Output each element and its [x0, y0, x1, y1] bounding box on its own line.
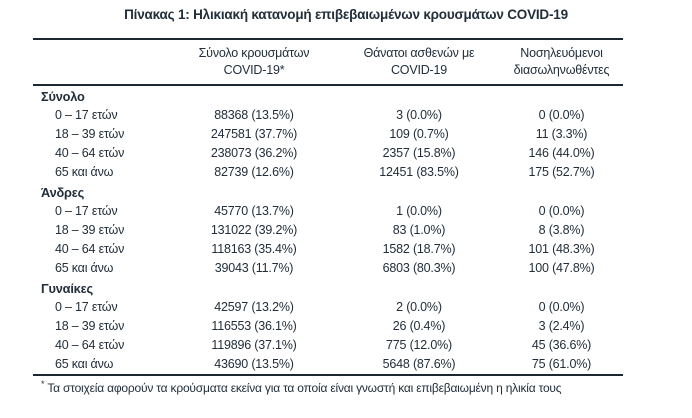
header-total-cases: Σύνολο κρουσμάτων COVID-19*	[170, 45, 338, 79]
section-header: Σύνολο	[41, 89, 85, 104]
intubated-cell: 0 (0.0%)	[538, 108, 585, 122]
covid-age-table: Σύνολο κρουσμάτων COVID-19* Θάνατοι ασθε…	[33, 38, 623, 376]
table-row: 65 και άνω 43690 (13.5%) 5648 (87.6%) 75 (6…	[33, 355, 623, 374]
table-row: 18 – 39 ετών 131022 (39.2%) 83 (1.0%) 8 (3.…	[33, 221, 623, 240]
header-deaths: Θάνατοι ασθενών με COVID-19	[338, 45, 500, 79]
total-cases-cell: 119896 (37.1%)	[211, 338, 297, 352]
age-group-label: 65 και άνω	[55, 261, 114, 275]
total-cases-cell: 88368 (13.5%)	[214, 108, 294, 122]
total-cases-cell: 238073 (36.2%)	[210, 146, 298, 160]
intubated-cell: 101 (48.3%)	[528, 242, 595, 256]
header-intubated: Νοσηλευόμενοι διασωληνωθέντες	[500, 45, 623, 79]
header-intubated-line2: διασωληνωθέντες	[513, 63, 610, 77]
deaths-cell: 12451 (83.5%)	[379, 165, 459, 179]
footnote-text: Τα στοιχεία αφορούν τα κρούσματα εκείνα …	[47, 381, 562, 395]
intubated-cell: 175 (52.7%)	[528, 165, 595, 179]
total-cases-cell: 42597 (13.2%)	[214, 300, 294, 314]
table-row: 0 – 17 ετών 45770 (13.7%) 1 (0.0%) 0 (0.0%)	[33, 202, 623, 221]
header-deaths-line2: COVID-19	[390, 63, 448, 77]
deaths-cell: 1582 (18.7%)	[382, 242, 456, 256]
intubated-cell: 11 (3.3%)	[535, 127, 588, 141]
deaths-cell: 2 (0.0%)	[396, 300, 442, 314]
deaths-cell: 83 (1.0%)	[392, 223, 446, 237]
total-cases-cell: 116553 (36.1%)	[211, 319, 297, 333]
header-total-cases-line2: COVID-19*	[223, 63, 285, 77]
age-group-label: 18 – 39 ετών	[55, 319, 125, 333]
table-row: 40 – 64 ετών 118163 (35.4%) 1582 (18.7%) 10…	[33, 240, 623, 259]
age-group-label: 18 – 39 ετών	[55, 127, 125, 141]
table-row: 18 – 39 ετών 116553 (36.1%) 26 (0.4%) 3 (2.…	[33, 317, 623, 336]
table-row: 18 – 39 ετών 247581 (37.7%) 109 (0.7%) 11 (…	[33, 125, 623, 144]
table-row: 0 – 17 ετών 42597 (13.2%) 2 (0.0%) 0 (0.0%)	[33, 298, 623, 317]
total-cases-cell: 247581 (37.7%)	[210, 127, 298, 141]
total-cases-cell: 43690 (13.5%)	[214, 357, 294, 371]
table-title: Πίνακας 1: Ηλικιακή κατανομή επιβεβαιωμέ…	[124, 7, 568, 22]
intubated-cell: 75 (61.0%)	[531, 357, 592, 371]
total-cases-cell: 118163 (35.4%)	[211, 242, 297, 256]
total-cases-cell: 131022 (39.2%)	[210, 223, 298, 237]
section-header: Γυναίκες	[41, 281, 93, 296]
age-group-label: 40 – 64 ετών	[55, 338, 125, 352]
header-intubated-line1: Νοσηλευόμενοι	[520, 46, 603, 60]
footnote: * Τα στοιχεία αφορούν τα κρούσματα εκείνα…	[41, 379, 651, 395]
footnote-asterisk: *	[41, 379, 45, 389]
intubated-cell: 45 (36.6%)	[531, 338, 592, 352]
total-cases-cell: 45770 (13.7%)	[214, 204, 294, 218]
age-group-label: 0 – 17 ετών	[55, 300, 118, 314]
deaths-cell: 26 (0.4%)	[392, 319, 446, 333]
intubated-cell: 146 (44.0%)	[528, 146, 595, 160]
table-header-row: Σύνολο κρουσμάτων COVID-19* Θάνατοι ασθε…	[33, 40, 623, 86]
age-group-label: 40 – 64 ετών	[55, 242, 125, 256]
deaths-cell: 6803 (80.3%)	[382, 261, 456, 275]
intubated-cell: 0 (0.0%)	[538, 300, 585, 314]
deaths-cell: 3 (0.0%)	[396, 108, 442, 122]
deaths-cell: 775 (12.0%)	[386, 338, 452, 352]
table-row: 0 – 17 ετών 88368 (13.5%) 3 (0.0%) 0 (0.0%)	[33, 106, 623, 125]
deaths-cell: 1 (0.0%)	[396, 204, 442, 218]
deaths-cell: 109 (0.7%)	[389, 127, 449, 141]
table-row: 65 και άνω 39043 (11.7%) 6803 (80.3%) 100 (…	[33, 259, 623, 278]
table-row: 40 – 64 ετών 238073 (36.2%) 2357 (15.8%) 14…	[33, 144, 623, 163]
age-group-label: 65 και άνω	[55, 165, 114, 179]
intubated-cell: 0 (0.0%)	[538, 204, 585, 218]
intubated-cell: 3 (2.4%)	[538, 319, 585, 333]
table-body: Σύνολο 0 – 17 ετών 88368 (13.5%) 3 (0.0%) 0 …	[33, 86, 623, 374]
table-row: 40 – 64 ετών 119896 (37.1%) 775 (12.0%) 45 …	[33, 336, 623, 355]
age-group-label: 0 – 17 ετών	[55, 108, 118, 122]
intubated-cell: 8 (3.8%)	[538, 223, 585, 237]
age-group-label: 0 – 17 ετών	[55, 204, 118, 218]
table-row: 65 και άνω 82739 (12.6%) 12451 (83.5%) 175 …	[33, 163, 623, 182]
total-cases-cell: 82739 (12.6%)	[214, 165, 294, 179]
section-header: Άνδρες	[41, 185, 85, 200]
header-total-cases-line1: Σύνολο κρουσμάτων	[198, 46, 310, 60]
header-deaths-line1: Θάνατοι ασθενών με	[363, 46, 475, 60]
total-cases-cell: 39043 (11.7%)	[214, 261, 294, 275]
age-group-label: 18 – 39 ετών	[55, 223, 125, 237]
age-group-label: 65 και άνω	[55, 357, 114, 371]
age-group-label: 40 – 64 ετών	[55, 146, 125, 160]
deaths-cell: 2357 (15.8%)	[382, 146, 456, 160]
intubated-cell: 100 (47.8%)	[528, 261, 595, 275]
deaths-cell: 5648 (87.6%)	[382, 357, 456, 371]
